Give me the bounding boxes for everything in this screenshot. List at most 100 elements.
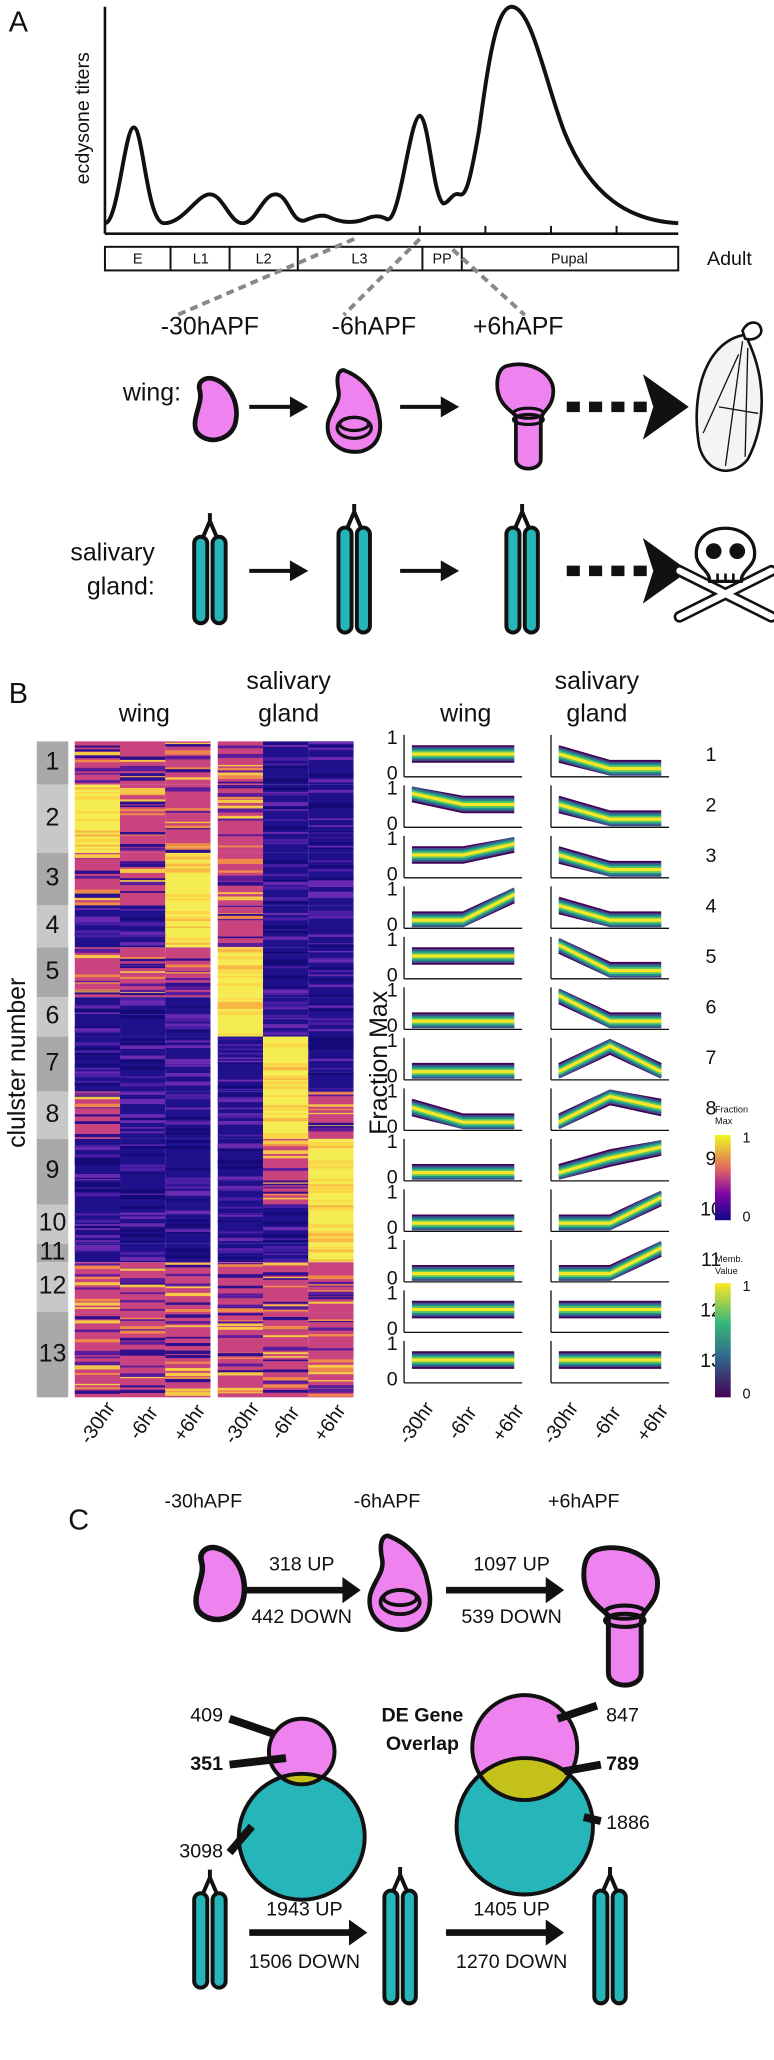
heatmap-streak (263, 1180, 309, 1183)
cluster-band (36, 1262, 69, 1313)
heatmap-cell (308, 1138, 354, 1205)
membership-line (411, 895, 515, 924)
heatmap-streak (263, 912, 309, 916)
heatmap-streak (217, 1134, 264, 1137)
y-tick-label: 0 (387, 1318, 398, 1340)
heatmap-streak (217, 1236, 264, 1239)
heatmap-streak (308, 915, 354, 919)
y-tick-label: 1 (387, 1030, 398, 1052)
heatmap-streak (263, 1062, 309, 1067)
heatmap-streak (120, 799, 166, 802)
membership-line (558, 905, 662, 924)
heatmap-streak (308, 1036, 354, 1041)
heatmap-streak (263, 1226, 309, 1231)
heatmap-streak (165, 1309, 211, 1313)
heatmap-streak (308, 1359, 354, 1363)
heatmap-streak (74, 955, 121, 959)
heatmap-streak (120, 1228, 166, 1232)
heatmap-streak (308, 830, 354, 833)
heatmap-streak (263, 881, 309, 886)
heatmap-streak (165, 958, 211, 961)
heatmap-streak (165, 1223, 211, 1226)
membership-line (558, 900, 662, 918)
heatmap-streak (263, 1007, 309, 1010)
membership-line (558, 904, 662, 922)
heatmap-streak (217, 997, 264, 1000)
membership-line (558, 808, 662, 827)
membership-line (558, 898, 662, 917)
heatmap-streak (263, 985, 309, 988)
membership-line (558, 909, 662, 928)
heatmap-streak (120, 971, 166, 973)
heatmap-streak (217, 1147, 264, 1151)
heatmap-streak (165, 843, 211, 847)
membership-line (558, 907, 662, 926)
x-tick-label: +6hr (309, 1400, 350, 1446)
arrow-head (289, 396, 309, 418)
heatmap-streak (263, 1212, 309, 1216)
heatmap-streak (308, 1364, 354, 1368)
heatmap-streak (74, 948, 121, 953)
heatmap-streak (308, 1320, 354, 1323)
membership-line (558, 1100, 662, 1130)
heatmap-streak (120, 1167, 166, 1172)
heatmap-streak (217, 1363, 264, 1367)
heatmap-streak (74, 1047, 121, 1051)
heatmap-streak (165, 1178, 211, 1181)
heatmap-streak (74, 1042, 121, 1046)
heatmap-streak (308, 1004, 354, 1008)
heatmap-streak (74, 1213, 121, 1216)
heatmap-streak (263, 828, 309, 830)
heatmap-streak (120, 991, 166, 993)
heatmap-streak (74, 787, 121, 790)
heatmap-streak (217, 1293, 264, 1296)
cluster-band (36, 1312, 69, 1398)
cluster-band (36, 1204, 69, 1244)
heatmap-streak (308, 883, 354, 887)
heatmap-streak (263, 1095, 309, 1097)
heatmap-streak (217, 1197, 264, 1201)
heatmap-streak (74, 759, 121, 763)
heatmap-streak (308, 880, 354, 884)
heatmap-streak (165, 1073, 211, 1077)
heatmap-streak (165, 1120, 211, 1124)
heatmap-streak (263, 1327, 309, 1330)
gland-stem (512, 503, 532, 531)
heatmap-streak (120, 1352, 166, 1356)
cluster-label: 1 (706, 744, 717, 766)
heatmap-streak (217, 965, 264, 970)
stage-label: L3 (351, 252, 367, 268)
membership-line (558, 1140, 662, 1169)
heatmap-streak (74, 1225, 121, 1230)
membership-line (558, 1044, 662, 1074)
overlap-count: 1886 (606, 1812, 650, 1834)
heatmap-cell (74, 905, 121, 948)
heatmap-streak (263, 1075, 309, 1079)
heatmap-streak (165, 864, 211, 867)
heatmap-streak (217, 936, 264, 939)
legend-title: Memb. (715, 1254, 743, 1264)
column-header: gland (258, 700, 319, 728)
heatmap-streak (308, 1040, 354, 1043)
heatmap-streak (217, 1001, 264, 1005)
heatmap-streak (165, 1040, 211, 1043)
heatmap-streak (308, 914, 354, 917)
heatmap-streak (308, 1206, 354, 1211)
heatmap-streak (217, 1044, 264, 1047)
heatmap-streak (263, 966, 309, 969)
heatmap-streak (217, 805, 264, 809)
y-tick-label: 1 (387, 1333, 398, 1355)
heatmap-streak (263, 1135, 309, 1139)
heatmap-cell (120, 784, 166, 853)
heatmap-streak (308, 1047, 354, 1050)
heatmap-streak (263, 1233, 309, 1238)
heatmap-streak (263, 763, 309, 766)
heatmap-streak (165, 744, 211, 747)
overlap-title: Overlap (386, 1733, 459, 1755)
heatmap-streak (217, 896, 264, 901)
heatmap-streak (308, 1230, 354, 1235)
heatmap-streak (74, 1302, 121, 1306)
y-tick-label: 0 (387, 813, 398, 835)
heatmap-streak (217, 1185, 264, 1189)
